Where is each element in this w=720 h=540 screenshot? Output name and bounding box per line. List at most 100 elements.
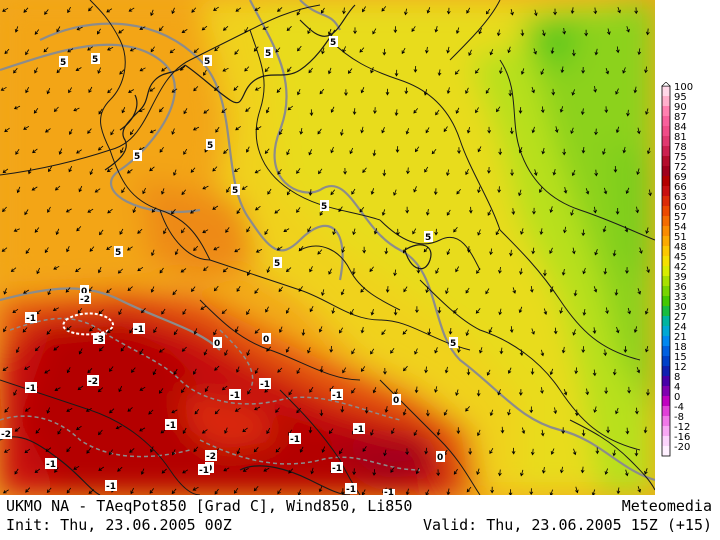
wind-arrow-icon [118,29,124,34]
svg-text:-2: -2 [80,295,90,305]
wind-arrow-icon [98,466,105,471]
wind-arrow-icon [489,409,494,417]
wind-arrow-icon [132,206,137,214]
wind-arrow-icon [446,46,450,54]
wind-arrow-icon [170,209,176,215]
wind-arrow-icon [510,8,514,16]
wind-arrow-icon [46,87,51,95]
wind-arrow-icon [76,26,83,31]
wind-arrow-icon [456,427,461,435]
svg-text:0: 0 [81,287,87,297]
wind-arrow-icon [360,366,366,372]
wind-arrow-icon [296,168,301,174]
wind-arrow-icon [509,127,514,135]
wind-arrow-icon [529,406,534,414]
legend-swatch [662,296,670,306]
wind-arrow-icon [383,367,387,375]
wind-arrow-icon [372,149,377,157]
wind-arrow-icon [193,245,199,252]
wind-arrow-icon [342,367,347,374]
wind-arrow-icon [477,429,481,437]
wind-arrow-icon [48,166,53,173]
wind-arrow-icon [190,167,196,173]
wind-arrow-icon [585,188,590,195]
wind-arrow-icon [246,269,251,277]
svg-text:5: 5 [204,57,210,67]
wind-arrow-icon [426,7,431,14]
wind-arrow-icon [173,368,178,375]
wind-arrow-icon [340,406,345,413]
wind-arrow-icon [605,67,610,75]
legend-swatch [662,96,670,106]
wind-arrow-icon [553,407,558,415]
wind-arrow-icon [24,448,31,454]
wind-arrow-icon [342,7,346,15]
wind-arrow-icon [593,206,597,214]
wind-arrow-icon [212,166,218,172]
wind-arrow-icon [370,348,375,355]
wind-arrow-icon [551,88,556,96]
wind-arrow-icon [4,127,10,133]
legend-swatch [662,426,670,436]
wind-arrow-icon [161,468,167,474]
wind-arrow-icon [278,286,284,293]
wind-arrow-icon [344,89,348,96]
wind-arrow-icon [520,469,524,477]
wind-arrow-icon [121,187,126,194]
wind-arrow-icon [572,247,576,255]
wind-arrow-icon [171,488,177,495]
wind-arrow-icon [255,126,262,130]
wind-arrow-icon [54,185,61,191]
wind-arrow-icon [174,248,179,256]
wind-arrow-icon [624,225,629,233]
wind-arrow-icon [214,409,220,415]
wind-arrow-icon [496,106,501,113]
wind-arrow-icon [181,29,188,34]
wind-arrow-icon [73,107,80,112]
wind-arrow-icon [298,245,304,252]
wind-arrow-icon [212,205,219,210]
wind-arrow-icon [222,25,229,31]
wind-arrow-icon [540,349,545,357]
wind-arrow-icon [465,287,470,294]
legend-label: 8 [674,372,680,383]
wind-arrow-icon [109,366,114,372]
wind-arrow-icon [414,146,420,153]
wind-arrow-icon [67,6,71,14]
wind-arrow-icon [423,89,428,96]
isoline-label: 5 [273,257,282,269]
wind-arrow-icon [581,146,586,154]
wind-arrow-icon [138,108,145,113]
wind-arrow-icon [643,426,648,434]
wind-arrow-icon [437,306,442,314]
wind-arrow-icon [507,409,511,416]
wind-arrow-icon [34,29,40,35]
wind-arrow-icon [559,307,563,314]
wind-arrow-icon [612,449,617,457]
wind-arrow-icon [434,347,438,354]
legend-swatch [662,286,670,296]
wind-arrow-icon [56,26,61,33]
wind-arrow-icon [181,346,187,352]
wind-arrow-icon [627,386,631,394]
wind-arrow-icon [182,469,189,474]
wind-arrow-icon [352,228,356,236]
wind-arrow-icon [78,185,83,193]
wind-arrow-icon [602,225,607,233]
wind-arrow-icon [540,387,544,394]
wind-arrow-icon [498,469,502,477]
wind-arrow-icon [15,346,20,354]
wind-arrow-icon [173,169,177,176]
wind-arrow-icon [2,168,9,174]
wind-arrow-icon [53,265,60,270]
wind-arrow-icon [572,329,576,336]
isoline-label: 0 [436,451,445,463]
wind-arrow-icon [222,67,229,72]
wind-arrow-icon [253,485,259,492]
wind-arrow-icon [66,446,71,453]
wind-arrow-icon [403,286,408,293]
wind-arrow-icon [453,308,458,314]
isoline-label: -1 [289,433,301,445]
wind-arrow-icon [76,226,82,232]
svg-text:-1: -1 [332,391,342,401]
